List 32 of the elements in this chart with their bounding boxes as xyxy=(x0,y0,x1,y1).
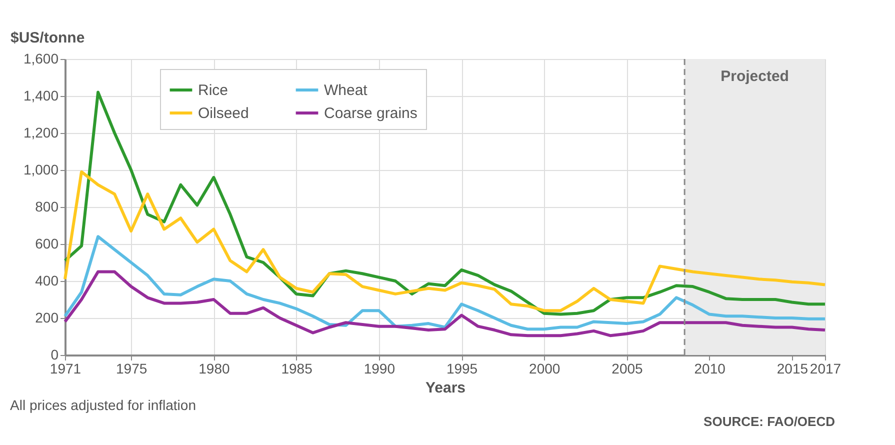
y-tick-label: 800 xyxy=(35,198,59,214)
source-note: SOURCE: FAO/OECD xyxy=(704,414,835,429)
x-tick-label: 2010 xyxy=(694,360,726,376)
line-series xyxy=(64,270,826,338)
y-axis-title: $US/tonne xyxy=(10,30,85,46)
y-tick-label: 1,000 xyxy=(23,162,59,178)
band-label: Projected xyxy=(720,68,789,85)
legend-label: Coarse grains xyxy=(324,105,418,122)
x-tick-label: 1985 xyxy=(281,360,313,376)
x-tick-label: 1990 xyxy=(364,360,396,376)
x-tick-label: 1980 xyxy=(198,360,230,376)
y-tick-label: 1,200 xyxy=(23,124,59,140)
legend-label: Rice xyxy=(198,82,228,99)
x-tick-label: 2000 xyxy=(529,360,560,376)
y-tick-label: 600 xyxy=(35,236,59,252)
y-tick-label: 1,400 xyxy=(23,88,59,104)
y-tick-label: 0 xyxy=(50,346,59,362)
x-axis-title: Years xyxy=(425,380,466,396)
x-tick-label: 2015 xyxy=(776,360,808,376)
y-tick-label: 1,600 xyxy=(23,50,59,66)
x-tick-label: 2005 xyxy=(612,360,644,376)
legend-label: Wheat xyxy=(324,82,368,99)
y-tick-label: 200 xyxy=(35,310,59,326)
legend-label: Oilseed xyxy=(198,105,249,122)
y-tick-label: 400 xyxy=(35,272,59,288)
x-tick-label: 1971 xyxy=(50,360,82,376)
x-tick-label: 1975 xyxy=(116,360,148,376)
x-tick-label: 1995 xyxy=(446,360,478,376)
text: All prices adjusted for inflation xyxy=(10,397,196,413)
line-series xyxy=(64,170,826,312)
line-series xyxy=(64,235,826,331)
x-tick-label: 2017 xyxy=(810,360,842,376)
